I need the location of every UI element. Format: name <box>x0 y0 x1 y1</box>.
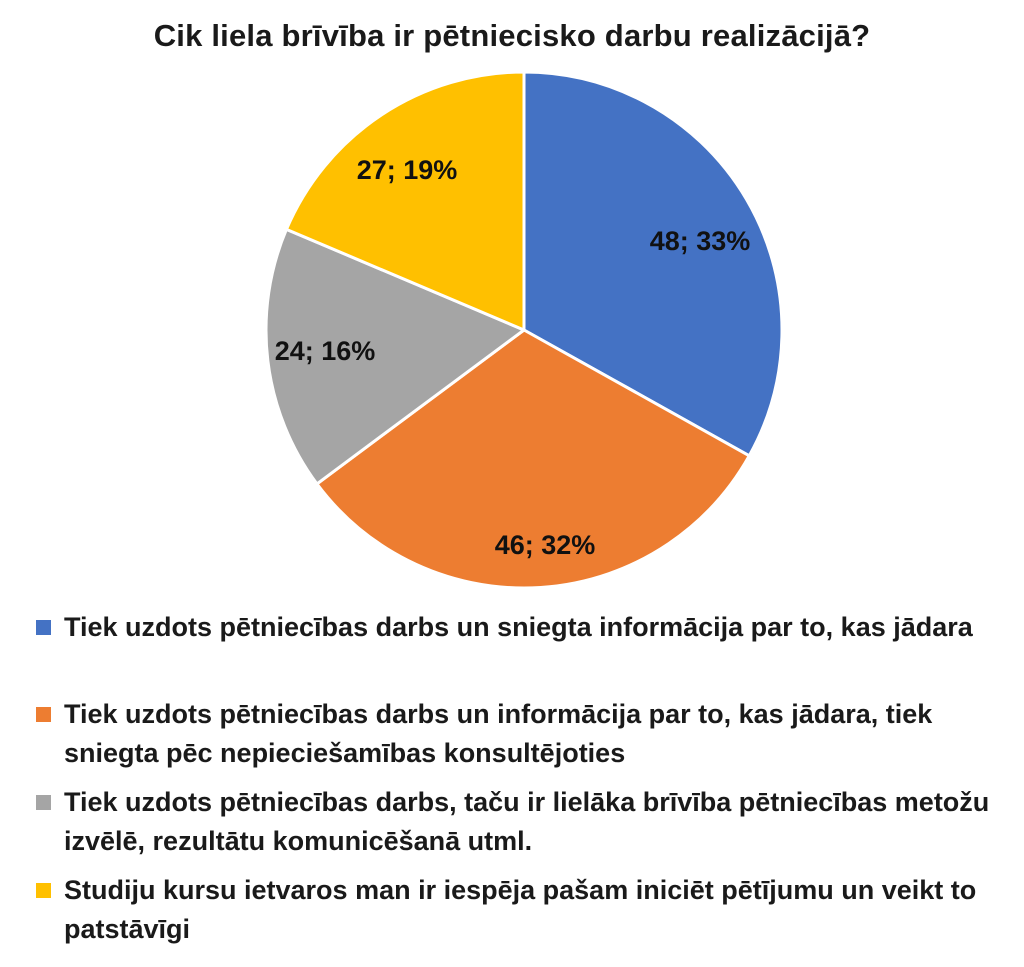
legend-label-1: Tiek uzdots pētniecības darbs un informā… <box>64 699 933 768</box>
pie-slice-2 <box>264 227 526 486</box>
legend-label-2: Tiek uzdots pētniecības darbs, taču ir l… <box>64 787 990 856</box>
legend-item-1: Tiek uzdots pētniecības darbs un informā… <box>36 695 1006 773</box>
data-label-2: 24; 16% <box>275 336 376 366</box>
legend-item-3: Studiju kursu ietvaros man ir iespēja pa… <box>36 871 1006 949</box>
legend-swatch-1 <box>36 707 51 722</box>
legend-item-0: Tiek uzdots pētniecības darbs un sniegta… <box>36 608 1006 647</box>
pie-slice-1 <box>315 328 751 590</box>
data-label-0: 48; 33% <box>650 226 751 256</box>
legend-label-3: Studiju kursu ietvaros man ir iespēja pa… <box>64 875 977 944</box>
chart-legend: Tiek uzdots pētniecības darbs un sniegta… <box>36 608 1006 949</box>
data-label-1: 46; 32% <box>495 530 596 560</box>
data-label-3: 27; 19% <box>357 155 458 185</box>
pie-slice-0 <box>522 70 784 458</box>
legend-swatch-2 <box>36 795 51 810</box>
legend-item-2: Tiek uzdots pētniecības darbs, taču ir l… <box>36 783 1006 861</box>
legend-swatch-3 <box>36 883 51 898</box>
pie-chart: 48; 33% 46; 32% 24; 16% 27; 19% <box>264 70 784 590</box>
chart-title: Cik liela brīvība ir pētniecisko darbu r… <box>153 18 871 53</box>
legend-swatch-0 <box>36 620 51 635</box>
legend-label-0: Tiek uzdots pētniecības darbs un sniegta… <box>64 612 973 642</box>
pie-slice-3 <box>284 70 526 332</box>
